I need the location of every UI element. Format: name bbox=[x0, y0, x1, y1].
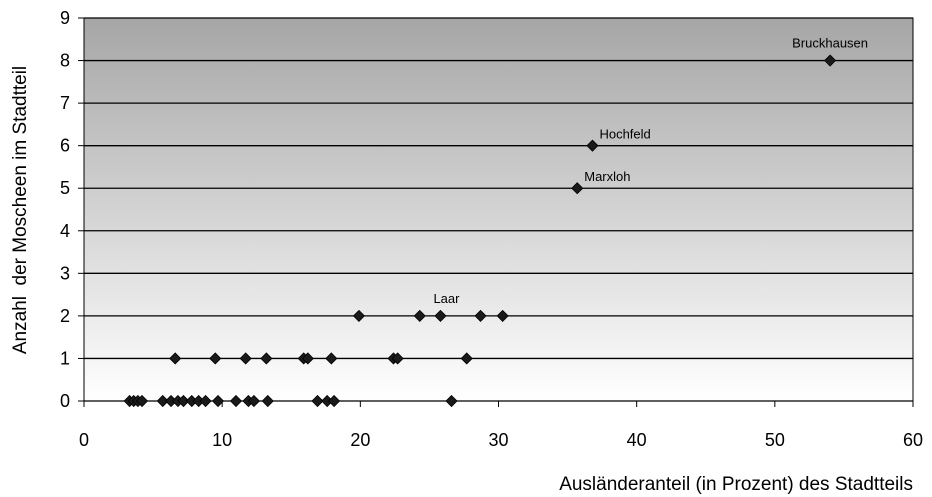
data-point bbox=[301, 352, 314, 365]
x-tick-label: 10 bbox=[212, 430, 232, 450]
data-point bbox=[209, 352, 222, 365]
point-annotations: Laar Marxloh Hochfeld Bruckhausen bbox=[433, 36, 868, 306]
y-tick-label: 1 bbox=[60, 348, 70, 368]
data-point bbox=[156, 394, 169, 408]
data-point bbox=[434, 309, 447, 322]
data-point bbox=[571, 182, 584, 195]
data-point bbox=[824, 54, 837, 67]
data-point bbox=[460, 352, 473, 365]
data-point bbox=[311, 394, 324, 408]
point-label: Marxloh bbox=[584, 169, 630, 184]
y-tick-label: 7 bbox=[60, 93, 70, 113]
data-point bbox=[169, 352, 182, 365]
data-points bbox=[123, 54, 837, 408]
y-tick-label: 0 bbox=[60, 391, 70, 411]
x-tick-label: 40 bbox=[627, 430, 647, 450]
axes bbox=[78, 17, 914, 407]
data-point bbox=[260, 352, 273, 365]
data-point bbox=[211, 394, 225, 408]
y-tick-label: 2 bbox=[60, 306, 70, 326]
data-point bbox=[239, 352, 252, 365]
y-axis-title: Anzahl der Moscheen im Stadtteil bbox=[10, 66, 31, 354]
data-point bbox=[177, 394, 190, 408]
y-tick-label: 3 bbox=[60, 263, 70, 283]
data-point bbox=[496, 309, 509, 322]
data-point bbox=[391, 352, 404, 365]
y-tick-labels: 0 1 2 3 4 5 6 7 8 9 bbox=[60, 8, 70, 411]
data-point bbox=[586, 139, 599, 152]
data-point bbox=[325, 352, 338, 365]
data-point bbox=[199, 394, 212, 408]
y-tick-label: 9 bbox=[60, 8, 70, 28]
y-tick-label: 4 bbox=[60, 221, 70, 241]
x-tick-label: 60 bbox=[903, 430, 923, 450]
plot-area bbox=[84, 18, 913, 401]
data-point bbox=[261, 394, 274, 408]
point-label: Bruckhausen bbox=[792, 36, 868, 51]
data-point bbox=[135, 394, 149, 408]
data-point bbox=[474, 309, 487, 322]
y-tick-label: 8 bbox=[60, 51, 70, 71]
x-tick-label: 0 bbox=[79, 430, 89, 450]
point-label: Hochfeld bbox=[599, 127, 650, 142]
x-axis-title: Ausländeranteil (in Prozent) des Stadtte… bbox=[559, 474, 913, 495]
point-label: Laar bbox=[433, 291, 460, 306]
data-point bbox=[247, 394, 261, 408]
x-tick-label: 20 bbox=[350, 430, 370, 450]
data-point bbox=[445, 394, 458, 408]
y-tick-label: 5 bbox=[60, 178, 70, 198]
data-point bbox=[352, 309, 366, 322]
data-point bbox=[229, 394, 243, 408]
x-tick-label: 30 bbox=[488, 430, 508, 450]
data-point bbox=[328, 394, 341, 408]
x-tick-labels: 0 10 20 30 40 50 60 bbox=[79, 430, 923, 450]
x-tick-label: 50 bbox=[765, 430, 785, 450]
data-point bbox=[413, 309, 426, 322]
y-tick-label: 6 bbox=[60, 136, 70, 156]
